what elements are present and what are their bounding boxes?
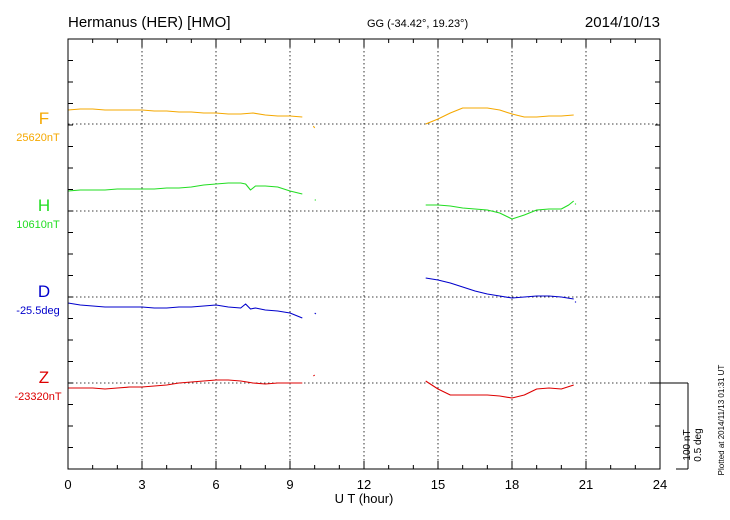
series-name-z: Z <box>39 368 49 387</box>
series-lines <box>67 107 577 399</box>
series-name-h: H <box>38 196 50 215</box>
series-baseline-d: -25.5deg <box>16 305 59 317</box>
scale-label-deg: 0.5 deg <box>693 428 704 461</box>
scale-label-nt: 100 nT <box>682 429 693 460</box>
series-line-f <box>425 107 574 125</box>
axis-ticks <box>67 38 661 470</box>
x-tick-label: 15 <box>431 477 445 492</box>
series-line-d <box>67 302 303 319</box>
x-tick-label: 3 <box>138 477 145 492</box>
x-tick-label: 12 <box>357 477 371 492</box>
series-line-h <box>425 200 575 220</box>
x-tick-label: 21 <box>579 477 593 492</box>
x-tick-label: 0 <box>64 477 71 492</box>
series-line-d <box>425 277 574 300</box>
series-baseline-h: 10610nT <box>16 219 60 231</box>
grid-lines <box>141 39 587 469</box>
series-line-h <box>67 182 303 195</box>
x-tick-label: 6 <box>212 477 219 492</box>
scale-bar: 100 nT 0.5 deg <box>650 382 704 470</box>
series-line-z <box>313 374 316 377</box>
series-line-f <box>67 108 303 118</box>
series-labels: F 25620nT H 10610nT D -25.5deg Z -23320nT <box>14 109 61 403</box>
x-axis-label: U T (hour) <box>335 491 394 506</box>
series-name-d: D <box>38 282 50 301</box>
series-line-z <box>68 379 303 390</box>
series-baseline-z: -23320nT <box>14 391 61 403</box>
station-coordinates: GG (-34.42°, 19.23°) <box>367 18 468 30</box>
chart-date: 2014/10/13 <box>585 14 660 31</box>
series-baseline-f: 25620nT <box>16 132 60 144</box>
x-tick-label: 18 <box>505 477 519 492</box>
series-line-f <box>312 125 316 129</box>
chart-title: Hermanus (HER) [HMO] <box>68 14 231 31</box>
series-line-d <box>314 312 317 315</box>
series-name-f: F <box>39 109 49 128</box>
plotted-note: Plotted at 2014/11/13 01:31 UT <box>717 365 726 476</box>
x-tick-label: 9 <box>286 477 293 492</box>
x-tick-labels: 0 3 6 9 12 15 18 21 24 <box>64 477 667 492</box>
series-line-z <box>425 380 574 399</box>
x-tick-label: 24 <box>653 477 667 492</box>
